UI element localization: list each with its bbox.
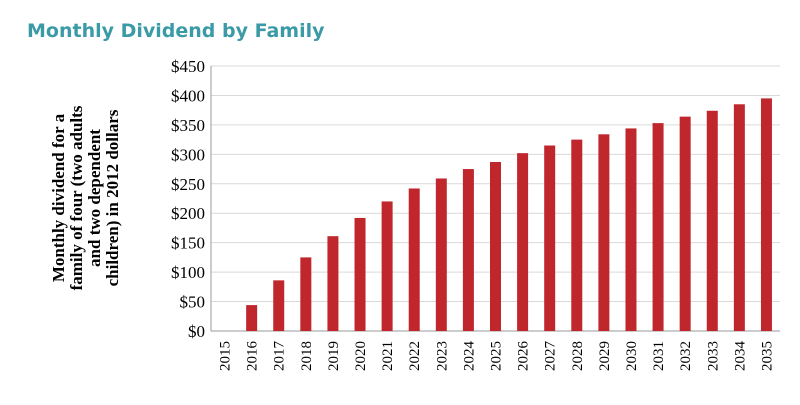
y-tick-label: $50 [180,293,206,312]
bar [327,236,339,331]
bar [517,153,529,331]
bar [625,128,637,331]
x-tick-label: 2018 [299,341,315,371]
x-tick-label: 2025 [489,341,505,371]
y-tick-label: $100 [171,263,205,282]
chart-title: Monthly Dividend by Family [27,20,325,42]
y-axis-label: children) in 2012 dollars [103,109,122,286]
y-tick-label: $350 [171,116,205,135]
x-tick-label: 2033 [705,341,721,371]
x-tick-label: 2031 [651,341,667,371]
x-tick-label: 2029 [597,341,613,371]
bar [435,178,447,331]
y-tick-label: $0 [188,322,205,341]
y-tick-label: $200 [171,204,205,223]
y-axis-label: and two dependent [85,129,104,267]
y-tick-label: $300 [171,145,205,164]
x-tick-label: 2034 [732,341,748,372]
bar [273,280,285,331]
x-tick-label: 2035 [759,341,775,371]
y-tick-label: $450 [171,57,205,76]
bar [246,305,258,331]
x-tick-label: 2017 [272,341,288,372]
bar [760,98,772,331]
y-tick-label: $400 [171,86,205,105]
bar [571,139,583,331]
bar [490,161,501,331]
bar [652,123,664,331]
bar [679,116,691,332]
bar [706,110,718,331]
bar [544,145,556,331]
x-tick-label: 2015 [218,341,234,371]
x-tick-label: 2027 [543,341,559,372]
bar [300,257,312,331]
y-axis-label: Monthly dividend for a [49,113,68,282]
x-tick-label: 2019 [326,341,342,371]
y-tick-label: $250 [171,175,205,194]
x-tick-label: 2028 [570,341,586,371]
x-tick-label: 2022 [407,341,423,371]
bar [462,169,474,331]
x-tick-label: 2023 [434,341,450,371]
bar [598,134,610,331]
y-axis-label: family of four (two adults [67,105,86,290]
x-tick-label: 2032 [678,341,694,371]
bar [733,104,745,332]
bar [354,217,366,331]
x-tick-label: 2030 [624,341,640,371]
x-tick-label: 2020 [353,341,369,371]
x-tick-label: 2026 [516,341,532,372]
x-tick-label: 2021 [380,341,396,371]
y-tick-label: $150 [171,234,205,253]
bar [381,201,393,331]
bar [408,188,420,331]
x-tick-label: 2024 [461,341,477,372]
x-tick-label: 2016 [245,341,261,372]
